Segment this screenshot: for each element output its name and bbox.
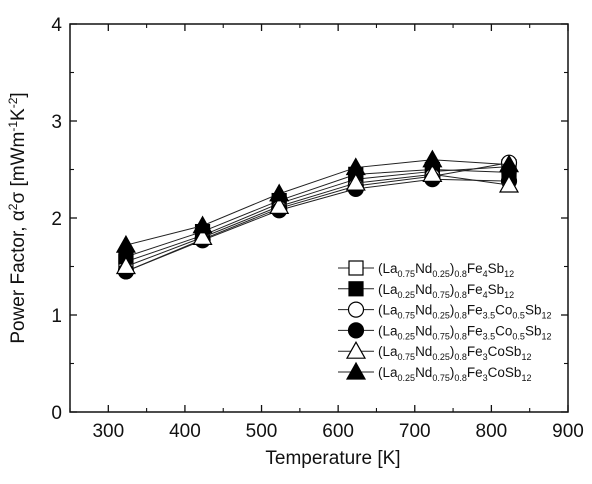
legend-label: (La0.25Nd0.75)0.8Fe3CoSb12	[378, 365, 531, 383]
x-tick-label: 700	[399, 421, 431, 442]
x-tick-label: 500	[246, 421, 278, 442]
legend-entry: (La0.25Nd0.75)0.8Fe3CoSb12	[338, 361, 531, 383]
legend-entry: (La0.25Nd0.75)0.8Fe4Sb12	[338, 281, 514, 300]
x-axis-label: Temperature [K]	[265, 448, 400, 469]
legend-label: (La0.75Nd0.25)0.8Fe3.5Co0.5Sb12	[378, 303, 551, 321]
legend-marker	[345, 340, 367, 359]
y-tick-label: 0	[51, 403, 62, 424]
data-point	[422, 164, 443, 182]
series-line	[125, 166, 510, 263]
legend-label: (La0.75Nd0.25)0.8Fe4Sb12	[378, 261, 514, 279]
x-tick-label: 300	[92, 421, 124, 442]
legend-marker	[348, 260, 364, 276]
series-6	[115, 149, 520, 253]
series-5	[115, 164, 520, 275]
y-tick-label: 2	[51, 209, 62, 230]
data-point	[269, 183, 290, 202]
y-axis-label: Power Factor, α2σ [mWm-1K-2]	[6, 92, 29, 343]
series-3	[117, 154, 518, 280]
legend-label: (La0.25Nd0.75)0.8Fe4Sb12	[378, 282, 514, 300]
series-line	[125, 173, 510, 267]
data-point	[115, 234, 136, 253]
legend-entry: (La0.75Nd0.25)0.8Fe4Sb12	[338, 260, 514, 279]
x-tick-label: 800	[476, 421, 508, 442]
series-line	[125, 168, 510, 258]
data-point	[422, 149, 443, 168]
legend-label: (La0.25Nd0.75)0.8Fe3.5Co0.5Sb12	[378, 323, 551, 341]
data-point	[192, 215, 213, 234]
data-point	[498, 174, 520, 193]
legend-entry: (La0.25Nd0.75)0.8Fe3.5Co0.5Sb12	[338, 322, 551, 341]
legend-marker	[345, 361, 367, 380]
y-tick-label: 4	[51, 15, 62, 36]
legend-marker	[348, 281, 364, 297]
y-tick-label: 1	[51, 306, 62, 327]
legend-marker	[347, 301, 365, 318]
x-tick-label: 400	[169, 421, 201, 442]
data-point	[192, 227, 213, 245]
series-line	[125, 178, 510, 272]
data-point	[269, 196, 290, 214]
x-tick-label: 900	[552, 421, 584, 442]
y-tick-label: 3	[51, 112, 62, 133]
legend-marker	[347, 322, 365, 339]
data-point	[345, 172, 366, 191]
series-line	[125, 162, 510, 272]
legend-label: (La0.75Nd0.25)0.8Fe3CoSb12	[378, 344, 531, 362]
legend-entry: (La0.75Nd0.25)0.8Fe3CoSb12	[338, 340, 531, 362]
data-point	[115, 256, 136, 275]
data-point	[345, 157, 366, 176]
legend-entry: (La0.75Nd0.25)0.8Fe3.5Co0.5Sb12	[338, 301, 551, 321]
series-line	[125, 159, 510, 246]
data-point	[498, 154, 520, 173]
series-1	[118, 158, 517, 270]
x-tick-label: 600	[322, 421, 354, 442]
